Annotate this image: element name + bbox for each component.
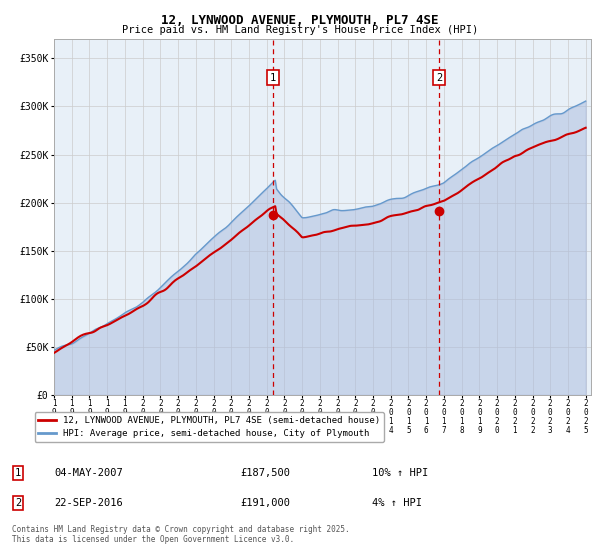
Text: 4% ↑ HPI: 4% ↑ HPI: [372, 498, 422, 508]
Text: 2: 2: [436, 73, 442, 83]
Text: 1: 1: [15, 468, 21, 478]
Text: 22-SEP-2016: 22-SEP-2016: [54, 498, 123, 508]
Text: Price paid vs. HM Land Registry's House Price Index (HPI): Price paid vs. HM Land Registry's House …: [122, 25, 478, 35]
Text: 04-MAY-2007: 04-MAY-2007: [54, 468, 123, 478]
Legend: 12, LYNWOOD AVENUE, PLYMOUTH, PL7 4SE (semi-detached house), HPI: Average price,: 12, LYNWOOD AVENUE, PLYMOUTH, PL7 4SE (s…: [35, 412, 384, 442]
Text: 2: 2: [15, 498, 21, 508]
Text: 1: 1: [270, 73, 276, 83]
Text: £187,500: £187,500: [240, 468, 290, 478]
Text: 10% ↑ HPI: 10% ↑ HPI: [372, 468, 428, 478]
Text: £191,000: £191,000: [240, 498, 290, 508]
Text: 12, LYNWOOD AVENUE, PLYMOUTH, PL7 4SE: 12, LYNWOOD AVENUE, PLYMOUTH, PL7 4SE: [161, 14, 439, 27]
Text: Contains HM Land Registry data © Crown copyright and database right 2025.
This d: Contains HM Land Registry data © Crown c…: [12, 525, 350, 544]
